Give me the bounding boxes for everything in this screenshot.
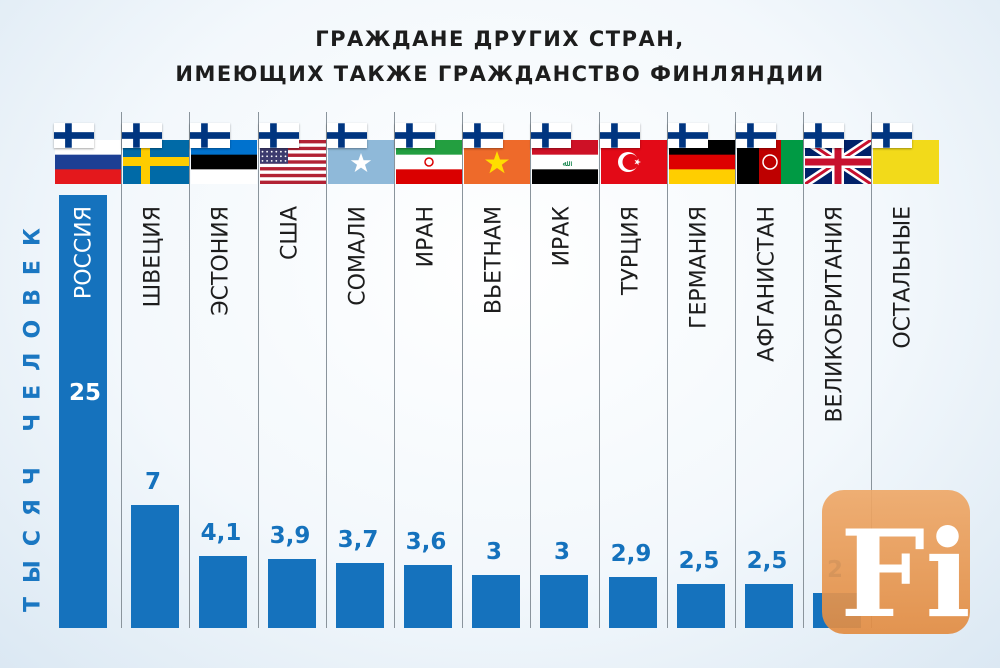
category-label: ВЕЛИКОБРИТАНИЯ bbox=[802, 206, 868, 423]
column-divider bbox=[189, 112, 190, 628]
column-divider bbox=[735, 112, 736, 628]
category-label-text: США bbox=[277, 206, 303, 260]
bar bbox=[404, 565, 452, 628]
category-label: ОСТАЛЬНЫЕ bbox=[870, 206, 936, 356]
y-axis-label: ТЫСЯЧ ЧЕЛОВЕК bbox=[20, 214, 46, 612]
finland-flag bbox=[668, 123, 708, 148]
column-divider bbox=[326, 112, 327, 628]
bar-value-label: 25 bbox=[68, 380, 101, 406]
finland-flag bbox=[463, 123, 503, 148]
category-label-text: СОМАЛИ bbox=[345, 206, 371, 306]
category-label: ИРАК bbox=[529, 206, 595, 356]
bar-value-label: 2,9 bbox=[610, 541, 652, 567]
finland-flag bbox=[190, 123, 230, 148]
afghanistan-flag bbox=[737, 140, 803, 184]
finland-flag bbox=[54, 123, 94, 148]
bar bbox=[609, 577, 657, 628]
column-divider bbox=[599, 112, 600, 628]
finland-flag bbox=[327, 123, 367, 148]
category-label-text: ТУРЦИЯ bbox=[618, 206, 644, 295]
bar bbox=[59, 195, 107, 628]
column-divider bbox=[462, 112, 463, 628]
logo-text: Fi bbox=[840, 504, 970, 634]
category-label-text: ШВЕЦИЯ bbox=[140, 206, 166, 308]
category-label: СОМАЛИ bbox=[325, 206, 391, 356]
category-label: ШВЕЦИЯ bbox=[120, 206, 186, 356]
category-label-text: ГЕРМАНИЯ bbox=[686, 206, 712, 329]
category-label-text: ОСТАЛЬНЫЕ bbox=[890, 206, 916, 349]
column-divider bbox=[530, 112, 531, 628]
bar-value-label: 3 bbox=[553, 539, 570, 565]
category-label: РОССИЯ bbox=[51, 206, 117, 356]
bar bbox=[268, 559, 316, 628]
bar bbox=[540, 575, 588, 628]
column-divider bbox=[258, 112, 259, 628]
category-label: ГЕРМАНИЯ bbox=[666, 206, 732, 356]
category-label-text: ИРАН bbox=[413, 206, 439, 268]
bar bbox=[199, 556, 247, 628]
bar-value-label: 3,6 bbox=[405, 529, 447, 555]
fi-logo: Fi bbox=[822, 490, 970, 634]
finland-flag bbox=[122, 123, 162, 148]
category-label-text: ИРАК bbox=[549, 206, 575, 267]
bar bbox=[472, 575, 520, 628]
category-label-text: АФГАНИСТАН bbox=[754, 206, 780, 362]
bar-value-label: 7 bbox=[144, 469, 161, 495]
finland-flag bbox=[804, 123, 844, 148]
bar-value-label: 3 bbox=[485, 539, 502, 565]
category-label: ВЬЕТНАМ bbox=[461, 206, 527, 356]
category-label: США bbox=[257, 206, 323, 356]
russia-flag bbox=[55, 140, 121, 184]
bar bbox=[745, 584, 793, 628]
bar bbox=[677, 584, 725, 628]
bar-value-label: 4,1 bbox=[200, 520, 242, 546]
bar-value-label: 3,7 bbox=[337, 527, 379, 553]
category-label-text: ВЕЛИКОБРИТАНИЯ bbox=[822, 206, 848, 423]
column-divider bbox=[667, 112, 668, 628]
category-label-text: ЭСТОНИЯ bbox=[208, 206, 234, 316]
category-label: АФГАНИСТАН bbox=[734, 206, 800, 362]
finland-flag bbox=[736, 123, 776, 148]
column-divider bbox=[394, 112, 395, 628]
bar-value-label: 2,5 bbox=[746, 548, 788, 574]
chart-title-line1: ГРАЖДАНЕ ДРУГИХ СТРАН, bbox=[315, 27, 685, 51]
category-label: ТУРЦИЯ bbox=[598, 206, 664, 356]
category-label-text: ВЬЕТНАМ bbox=[481, 206, 507, 315]
chart-title-line2: ИМЕЮЩИХ ТАКЖЕ ГРАЖДАНСТВО ФИНЛЯНДИИ bbox=[175, 62, 825, 86]
category-label: ЭСТОНИЯ bbox=[188, 206, 254, 356]
column-divider bbox=[803, 112, 804, 628]
finland-flag bbox=[395, 123, 435, 148]
finland-flag bbox=[259, 123, 299, 148]
column-divider bbox=[871, 112, 872, 628]
finland-flag bbox=[531, 123, 571, 148]
bar bbox=[336, 563, 384, 628]
category-label-text: РОССИЯ bbox=[71, 206, 97, 300]
column-divider bbox=[121, 112, 122, 628]
category-label: ИРАН bbox=[393, 206, 459, 356]
bar bbox=[131, 505, 179, 628]
bar-value-label: 2,5 bbox=[678, 548, 720, 574]
finland-flag bbox=[872, 123, 912, 148]
bar-value-label: 3,9 bbox=[269, 523, 311, 549]
finland-flag bbox=[600, 123, 640, 148]
